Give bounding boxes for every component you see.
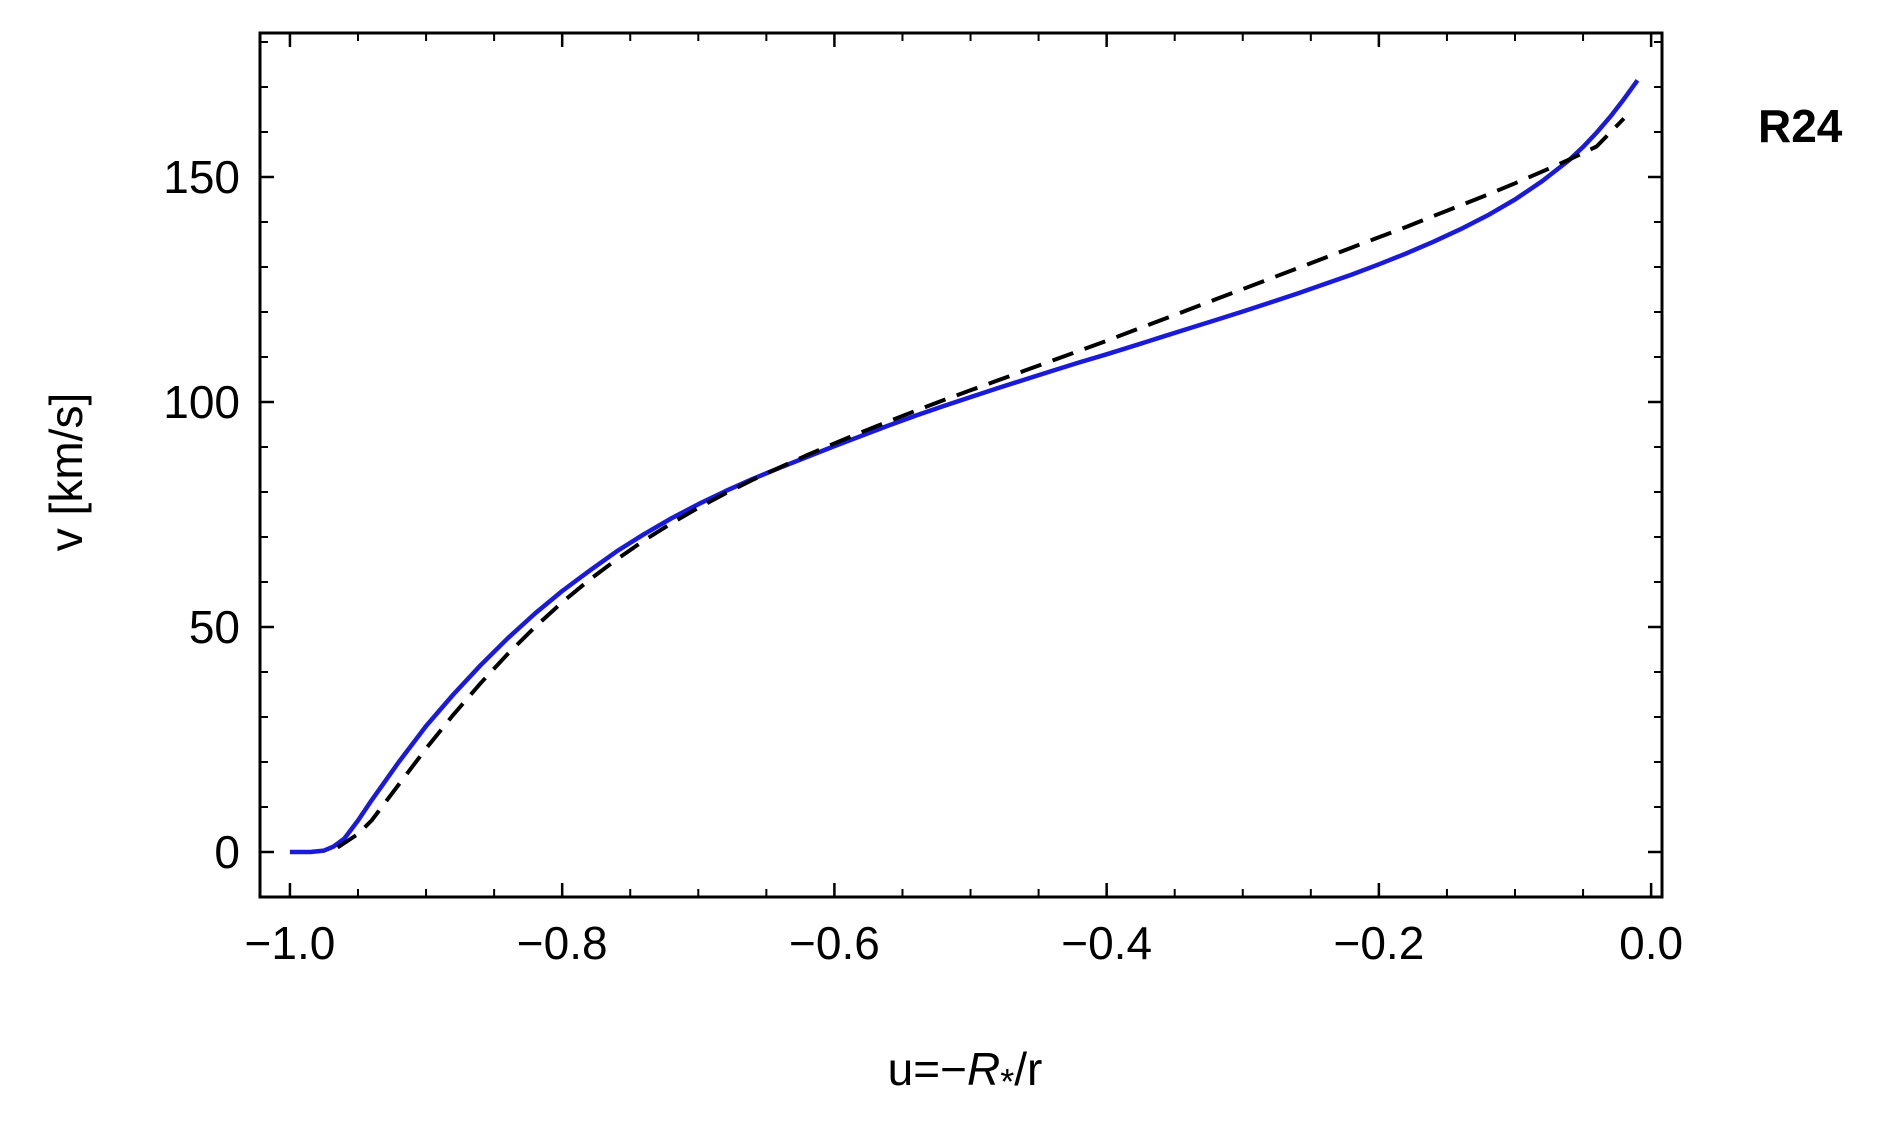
y-axis-title: v [km/s] [40, 393, 92, 551]
x-tick-label: 0.0 [1619, 917, 1683, 969]
x-axis-title-suffix: /r [1014, 1043, 1042, 1095]
y-tick-label: 100 [163, 376, 240, 428]
panel-label: R24 [1758, 100, 1843, 152]
x-axis-title-subscript: * [1000, 1061, 1014, 1102]
y-tick-label: 50 [189, 601, 240, 653]
series-layer [289, 78, 1640, 855]
y-tick-label: 150 [163, 151, 240, 203]
tick-labels-layer: −1.0 −0.8 −0.6 −0.4 −0.2 0.0 0 50 100 150 [163, 151, 1683, 969]
dashed-series-line [336, 117, 1626, 850]
x-axis-title: u=−R*/r [888, 1043, 1043, 1102]
x-axis-title-prefix: u=− [888, 1043, 967, 1095]
plot-frame [258, 31, 1664, 899]
solid-series-line [289, 78, 1640, 855]
x-tick-label: −0.4 [1061, 917, 1152, 969]
x-axis-title-symbol: R [967, 1043, 1000, 1095]
x-tick-label: −0.8 [517, 917, 608, 969]
y-tick-label: 0 [214, 826, 240, 878]
x-tick-label: −0.6 [789, 917, 880, 969]
ticks-layer [260, 33, 1662, 898]
x-tick-label: −1.0 [245, 917, 336, 969]
x-tick-label: −0.2 [1333, 917, 1424, 969]
